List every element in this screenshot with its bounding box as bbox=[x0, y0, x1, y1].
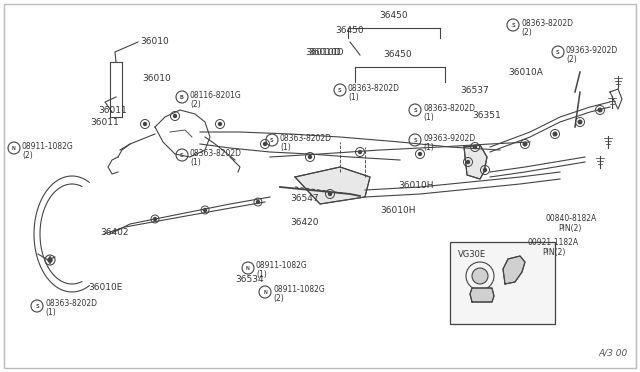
Text: 08363-8202D: 08363-8202D bbox=[521, 19, 573, 28]
Text: (1): (1) bbox=[256, 270, 267, 279]
Text: 36351: 36351 bbox=[472, 110, 500, 119]
Text: 08911-1082G: 08911-1082G bbox=[256, 262, 308, 270]
Text: 36537: 36537 bbox=[460, 86, 489, 94]
Circle shape bbox=[218, 122, 221, 125]
Text: 08363-8202D: 08363-8202D bbox=[423, 103, 475, 112]
Text: (1): (1) bbox=[45, 308, 56, 317]
Text: S: S bbox=[413, 108, 417, 112]
Circle shape bbox=[358, 151, 362, 154]
Circle shape bbox=[474, 145, 477, 148]
Text: A/3 00: A/3 00 bbox=[599, 349, 628, 358]
Text: S: S bbox=[413, 138, 417, 142]
Text: (1): (1) bbox=[348, 93, 359, 102]
Text: 36010E: 36010E bbox=[88, 282, 122, 292]
Text: 36450: 36450 bbox=[384, 50, 412, 59]
Text: (2): (2) bbox=[566, 55, 577, 64]
Text: 36010H: 36010H bbox=[398, 180, 433, 189]
Circle shape bbox=[578, 120, 582, 124]
Text: VG30E: VG30E bbox=[458, 250, 486, 259]
Text: 36010H: 36010H bbox=[380, 205, 415, 215]
Text: 36547: 36547 bbox=[290, 193, 319, 202]
Text: PIN(2): PIN(2) bbox=[542, 247, 565, 257]
Circle shape bbox=[598, 108, 602, 112]
Text: 08911-1082G: 08911-1082G bbox=[22, 141, 74, 151]
Text: 00921-1182A: 00921-1182A bbox=[528, 237, 579, 247]
Text: 08363-8202D: 08363-8202D bbox=[348, 83, 400, 93]
Text: PIN(2): PIN(2) bbox=[558, 224, 581, 232]
Circle shape bbox=[48, 258, 52, 262]
Circle shape bbox=[143, 122, 147, 125]
Text: 09363-9202D: 09363-9202D bbox=[566, 45, 618, 55]
Polygon shape bbox=[464, 145, 487, 179]
Circle shape bbox=[483, 169, 486, 171]
Text: 08116-8201G: 08116-8201G bbox=[190, 90, 242, 99]
Text: 36010: 36010 bbox=[140, 36, 169, 45]
Text: 36420: 36420 bbox=[290, 218, 319, 227]
Circle shape bbox=[467, 160, 470, 164]
Text: S: S bbox=[270, 138, 274, 142]
Text: 36010A: 36010A bbox=[508, 67, 543, 77]
Text: (2): (2) bbox=[22, 151, 33, 160]
Text: 36534: 36534 bbox=[235, 276, 264, 285]
Text: (1): (1) bbox=[190, 157, 201, 167]
Text: S: S bbox=[180, 153, 184, 157]
Circle shape bbox=[419, 153, 422, 155]
Circle shape bbox=[173, 115, 177, 118]
Text: 08911-1082G: 08911-1082G bbox=[273, 285, 324, 295]
Text: N: N bbox=[246, 266, 250, 270]
Text: B: B bbox=[180, 94, 184, 99]
Circle shape bbox=[328, 192, 332, 196]
Text: 36010D: 36010D bbox=[308, 48, 344, 57]
Text: (1): (1) bbox=[423, 112, 434, 122]
Text: (2): (2) bbox=[190, 99, 201, 109]
Circle shape bbox=[472, 268, 488, 284]
Text: 36402: 36402 bbox=[100, 228, 129, 237]
Text: 08363-8202D: 08363-8202D bbox=[280, 134, 332, 142]
Text: N: N bbox=[263, 289, 267, 295]
Text: 36010: 36010 bbox=[142, 74, 171, 83]
Text: S: S bbox=[556, 49, 560, 55]
Text: 08363-8202D: 08363-8202D bbox=[45, 299, 97, 308]
Bar bbox=[450, 242, 555, 324]
Polygon shape bbox=[470, 288, 494, 302]
Circle shape bbox=[553, 132, 557, 136]
Polygon shape bbox=[503, 256, 525, 284]
Text: 36011: 36011 bbox=[98, 106, 127, 115]
Circle shape bbox=[154, 218, 157, 221]
Circle shape bbox=[264, 142, 266, 145]
Text: 36450: 36450 bbox=[336, 26, 364, 35]
Circle shape bbox=[204, 208, 207, 212]
Text: 00840-8182A: 00840-8182A bbox=[545, 214, 596, 222]
Circle shape bbox=[524, 142, 527, 146]
Text: (1): (1) bbox=[280, 142, 291, 151]
Text: 36011: 36011 bbox=[90, 118, 119, 126]
Polygon shape bbox=[295, 167, 370, 204]
Text: 36010D: 36010D bbox=[305, 48, 340, 57]
Text: S: S bbox=[511, 22, 515, 28]
Text: 08363-8202D: 08363-8202D bbox=[190, 148, 242, 157]
Text: N: N bbox=[12, 145, 16, 151]
Text: 36450: 36450 bbox=[380, 11, 408, 20]
Circle shape bbox=[257, 201, 259, 203]
Text: S: S bbox=[338, 87, 342, 93]
Text: (1): (1) bbox=[423, 142, 434, 151]
Circle shape bbox=[308, 155, 312, 158]
Text: (2): (2) bbox=[521, 28, 532, 36]
Text: (2): (2) bbox=[273, 295, 284, 304]
Text: 09363-9202D: 09363-9202D bbox=[423, 134, 476, 142]
Text: S: S bbox=[35, 304, 39, 308]
